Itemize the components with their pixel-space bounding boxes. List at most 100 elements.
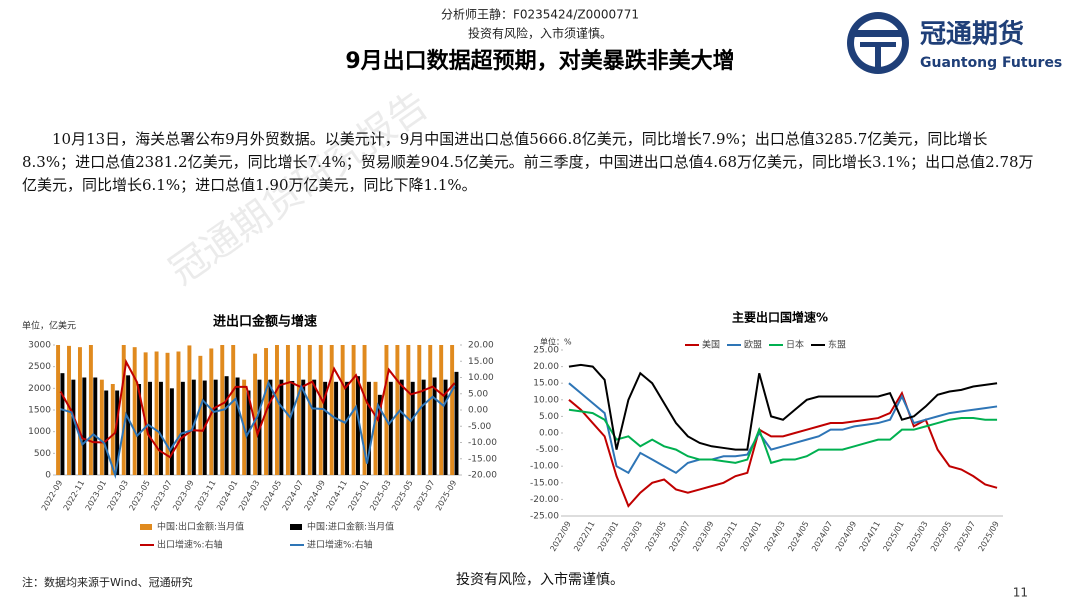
x-tick-label: 2025/07	[953, 520, 977, 553]
bar	[82, 377, 87, 475]
x-tick-label: 2024/03	[762, 520, 786, 553]
bar	[285, 345, 290, 475]
legend-swatch	[290, 524, 302, 530]
x-tick-label: 2024-09	[303, 479, 328, 512]
bar	[154, 351, 159, 475]
risk-note: 投资有风险，入市须谨慎。	[468, 26, 612, 41]
y2-tick-label: 0.00	[468, 406, 488, 416]
x-tick-label: 2023-03	[106, 479, 131, 512]
bar	[428, 345, 433, 475]
bar	[439, 345, 444, 475]
bar	[60, 373, 65, 475]
x-tick-label: 2024/09	[834, 520, 858, 553]
y2-tick-label: -15.00	[468, 454, 497, 464]
bar	[110, 384, 115, 475]
legend-label: 东盟	[828, 339, 846, 351]
y-tick-label: 500	[34, 449, 51, 459]
bar	[121, 345, 126, 475]
bar	[56, 345, 61, 475]
bar	[268, 379, 273, 475]
y-tick-label: 25.00	[533, 346, 559, 356]
x-tick-label: 2025/01	[881, 520, 905, 553]
chart-title: 主要出口国增速%	[732, 310, 828, 325]
bar	[329, 345, 334, 475]
y2-tick-label: -10.00	[468, 438, 497, 448]
logo-name: 冠通期货	[920, 19, 1024, 50]
analyst: 分析师王静：F0235424/Z0000771	[441, 8, 639, 22]
chart-title: 进出口金额与增速	[213, 314, 317, 330]
line	[60, 380, 456, 479]
bar	[99, 379, 104, 475]
legend-label: 进口增速%:右轴	[307, 539, 373, 551]
page-title: 9月出口数据超预期，对美暴跌非美大增	[345, 48, 734, 74]
body-text: 10月13日，海关总署公布9月外贸数据。以美元计，9月中国进出口总值5666.8…	[22, 130, 1034, 194]
bar	[443, 379, 448, 475]
bar	[345, 381, 350, 475]
y2-tick-label: 15.00	[468, 357, 494, 367]
bar	[275, 345, 279, 475]
logo-icon	[847, 12, 909, 74]
x-tick-label: 2024/07	[810, 520, 834, 553]
x-tick-label: 2023/05	[644, 520, 668, 553]
legend-label: 日本	[786, 339, 804, 351]
x-tick-label: 2023/07	[667, 520, 691, 553]
bar	[231, 345, 236, 475]
bar	[235, 377, 240, 475]
y-axis-label: 单位：%	[540, 337, 572, 347]
x-tick-label: 2025-07	[412, 479, 437, 512]
bar	[395, 345, 400, 475]
y-tick-label: 0	[45, 471, 51, 481]
x-tick-label: 2025/09	[977, 520, 1001, 553]
legend-label: 中国:进口金额:当月值	[307, 521, 394, 533]
y-tick-label: 1000	[28, 427, 51, 437]
y-tick-label: 2500	[28, 362, 51, 372]
bar	[384, 345, 389, 475]
x-tick-label: 2023-09	[171, 479, 196, 512]
y-tick-label: -25.00	[530, 512, 559, 522]
y2-tick-label: -20.00	[468, 471, 497, 481]
page-number: 11	[1013, 586, 1028, 600]
x-tick-label: 2023/09	[691, 520, 715, 553]
y-tick-label: 15.00	[533, 379, 559, 389]
legend-label: 美国	[702, 339, 720, 351]
y-tick-label: -20.00	[530, 495, 559, 505]
bar	[132, 347, 137, 475]
x-tick-label: 2024/11	[858, 520, 882, 553]
x-tick-label: 2023-01	[84, 479, 109, 512]
x-tick-label: 2023/01	[596, 520, 620, 553]
bar	[373, 381, 378, 475]
x-tick-label: 2025-03	[368, 479, 393, 512]
x-tick-label: 2025/05	[929, 520, 953, 553]
legend-label: 欧盟	[744, 339, 762, 351]
bar	[388, 381, 393, 475]
bar	[88, 345, 93, 475]
x-tick-label: 2023/03	[620, 520, 644, 553]
bar	[421, 379, 426, 475]
legend-swatch	[140, 524, 152, 530]
bar	[126, 375, 131, 475]
y2-tick-label: 10.00	[468, 373, 494, 383]
bar	[301, 379, 306, 475]
bar	[187, 345, 192, 475]
y-tick-label: 2000	[28, 384, 51, 394]
bar	[307, 345, 312, 475]
y-tick-label: -10.00	[530, 462, 559, 472]
bar	[71, 379, 76, 475]
bar	[253, 353, 258, 475]
bar	[334, 381, 339, 475]
x-tick-label: 2022/09	[548, 520, 572, 553]
line	[59, 358, 456, 459]
x-tick-label: 2022/11	[572, 520, 596, 553]
bar	[198, 355, 203, 475]
bar	[356, 376, 360, 475]
line	[568, 408, 998, 465]
y-tick-label: 10.00	[533, 395, 559, 405]
x-tick-label: 2022-11	[62, 479, 87, 512]
bar	[169, 388, 174, 475]
x-tick-label: 2024-07	[281, 479, 306, 512]
bar	[450, 345, 455, 475]
x-tick-label: 2025/03	[905, 520, 929, 553]
bar	[377, 394, 382, 475]
bar	[77, 347, 82, 475]
